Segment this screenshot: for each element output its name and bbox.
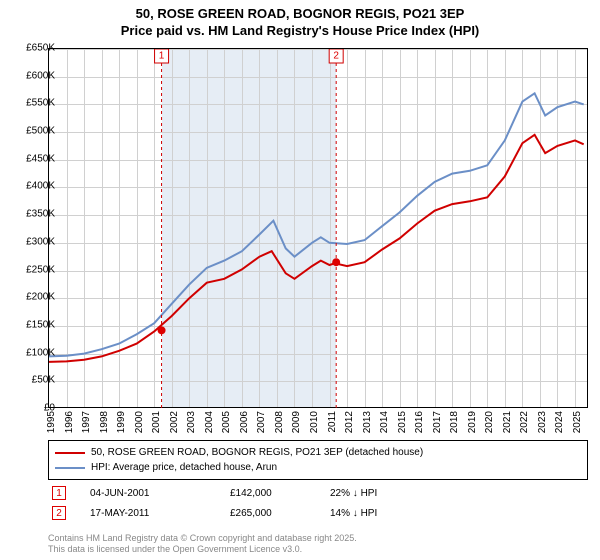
y-tick-label: £350K	[26, 209, 55, 220]
x-tick-label: 2009	[291, 411, 302, 433]
sale-date: 17-MAY-2011	[90, 508, 230, 519]
x-tick-label: 2022	[519, 411, 530, 433]
x-tick-label: 2020	[484, 411, 495, 433]
sale-row: 1 04-JUN-2001£142,00022% ↓ HPI	[48, 486, 588, 500]
x-tick-label: 2005	[221, 411, 232, 433]
y-tick-label: £550K	[26, 98, 55, 109]
sale-row: 2 17-MAY-2011£265,00014% ↓ HPI	[48, 506, 588, 520]
x-tick-label: 2023	[537, 411, 548, 433]
x-tick-label: 2004	[204, 411, 215, 433]
legend-section: 50, ROSE GREEN ROAD, BOGNOR REGIS, PO21 …	[48, 440, 588, 520]
legend-label: 50, ROSE GREEN ROAD, BOGNOR REGIS, PO21 …	[91, 445, 423, 460]
legend-swatch	[55, 452, 85, 454]
legend-item: HPI: Average price, detached house, Arun	[55, 460, 581, 475]
legend-box: 50, ROSE GREEN ROAD, BOGNOR REGIS, PO21 …	[48, 440, 588, 480]
sale-date: 04-JUN-2001	[90, 488, 230, 499]
x-tick-label: 2008	[274, 411, 285, 433]
x-tick-label: 2024	[554, 411, 565, 433]
y-tick-label: £600K	[26, 70, 55, 81]
x-tick-label: 2013	[362, 411, 373, 433]
x-tick-label: 2003	[186, 411, 197, 433]
series-hpi	[49, 93, 584, 356]
x-tick-label: 2021	[502, 411, 513, 433]
sale-marker-number: 1	[159, 51, 165, 62]
y-tick-label: £100K	[26, 347, 55, 358]
x-tick-label: 2018	[449, 411, 460, 433]
y-tick-label: £650K	[26, 43, 55, 54]
x-tick-label: 1998	[99, 411, 110, 433]
x-tick-label: 2000	[134, 411, 145, 433]
x-tick-label: 1995	[46, 411, 57, 433]
x-tick-label: 2006	[239, 411, 250, 433]
chart-area: 12 1995199619971998199920002001200220032…	[48, 48, 588, 408]
sale-row-marker: 2	[52, 506, 66, 520]
x-tick-label: 2010	[309, 411, 320, 433]
sale-point	[332, 258, 340, 266]
x-tick-label: 2002	[169, 411, 180, 433]
x-tick-label: 2012	[344, 411, 355, 433]
x-tick-label: 2001	[151, 411, 162, 433]
y-tick-label: £400K	[26, 181, 55, 192]
series-price	[49, 135, 584, 362]
footnote-line-2: This data is licensed under the Open Gov…	[48, 544, 357, 556]
sale-diff: 22% ↓ HPI	[330, 488, 450, 499]
plot-area: 12	[48, 48, 588, 408]
footnote: Contains HM Land Registry data © Crown c…	[48, 533, 357, 556]
chart-svg: 12	[49, 49, 589, 409]
x-tick-label: 2014	[379, 411, 390, 433]
footnote-line-1: Contains HM Land Registry data © Crown c…	[48, 533, 357, 545]
chart-title: 50, ROSE GREEN ROAD, BOGNOR REGIS, PO21 …	[0, 0, 600, 40]
title-line-1: 50, ROSE GREEN ROAD, BOGNOR REGIS, PO21 …	[0, 6, 600, 23]
x-tick-label: 2015	[397, 411, 408, 433]
x-tick-label: 2025	[572, 411, 583, 433]
sale-diff: 14% ↓ HPI	[330, 508, 450, 519]
y-tick-label: £450K	[26, 153, 55, 164]
y-tick-label: £200K	[26, 292, 55, 303]
sale-marker-number: 2	[333, 51, 339, 62]
chart-container: 50, ROSE GREEN ROAD, BOGNOR REGIS, PO21 …	[0, 0, 600, 560]
sale-point	[158, 326, 166, 334]
x-tick-label: 2011	[327, 411, 338, 433]
legend-label: HPI: Average price, detached house, Arun	[91, 460, 277, 475]
x-tick-label: 2007	[256, 411, 267, 433]
sale-price: £142,000	[230, 488, 330, 499]
title-line-2: Price paid vs. HM Land Registry's House …	[0, 23, 600, 40]
x-tick-label: 2016	[414, 411, 425, 433]
legend-swatch	[55, 467, 85, 469]
x-tick-label: 1996	[64, 411, 75, 433]
y-tick-label: £300K	[26, 236, 55, 247]
sale-row-marker: 1	[52, 486, 66, 500]
sale-price: £265,000	[230, 508, 330, 519]
x-tick-label: 2017	[432, 411, 443, 433]
x-tick-label: 2019	[467, 411, 478, 433]
y-tick-label: £500K	[26, 126, 55, 137]
legend-item: 50, ROSE GREEN ROAD, BOGNOR REGIS, PO21 …	[55, 445, 581, 460]
y-tick-label: £150K	[26, 319, 55, 330]
y-tick-label: £0	[44, 403, 55, 414]
x-tick-label: 1999	[116, 411, 127, 433]
sales-list: 1 04-JUN-2001£142,00022% ↓ HPI 2 17-MAY-201…	[48, 486, 588, 520]
y-tick-label: £50K	[32, 375, 55, 386]
x-tick-label: 1997	[81, 411, 92, 433]
y-tick-label: £250K	[26, 264, 55, 275]
